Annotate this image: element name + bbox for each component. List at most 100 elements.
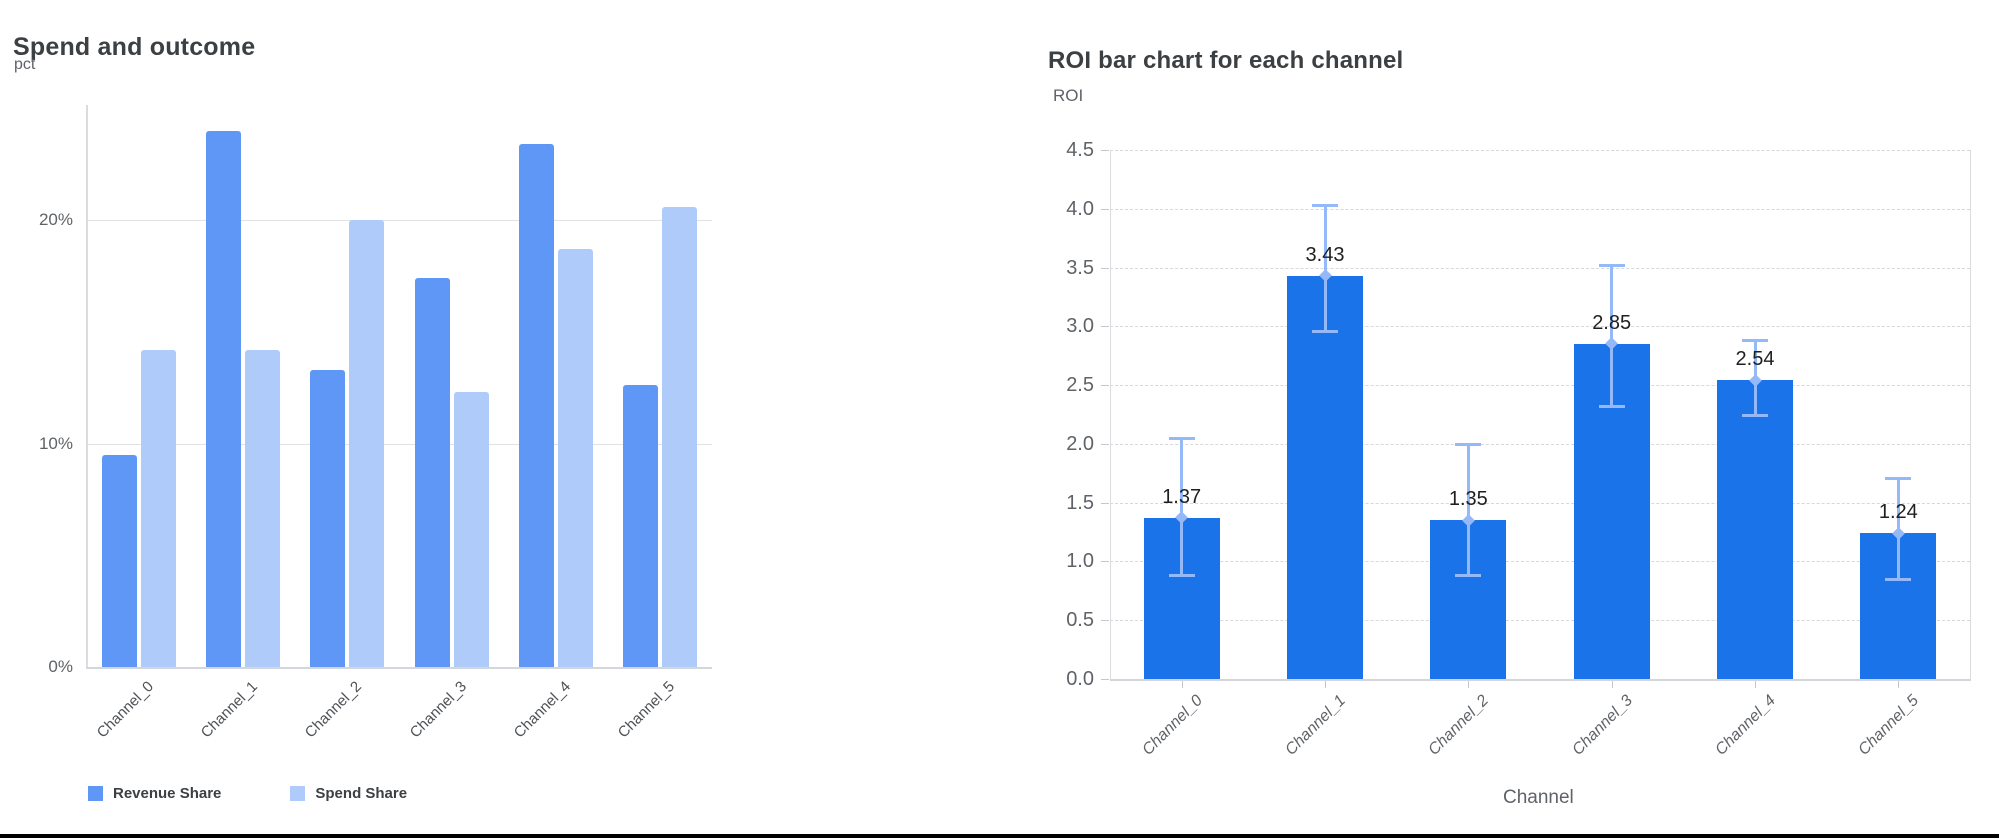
error-bar-cap-bottom-channel_2 [1455,573,1482,577]
y-axis-line [1110,150,1111,679]
y-axis-tick-label: 2.5 [1066,374,1094,397]
x-axis-label-channel_2: Channel_2 [1425,692,1493,759]
legend-item-spend-share[interactable]: Spend Share [290,785,407,802]
y-axis-tick-label: 0.5 [1066,609,1094,632]
revenue-share-bar-channel_1[interactable] [206,130,242,667]
error-bar-cap-bottom-channel_4 [1742,413,1768,417]
revenue-share-bar-channel_3[interactable] [414,278,450,667]
y-gridline [87,443,712,445]
revenue-share-bar-channel_5[interactable] [622,385,658,667]
y-axis-tick-label: 4.5 [1066,139,1094,161]
y-axis-tick-label: 0% [48,657,73,676]
error-bar-cap-top-channel_4 [1742,339,1768,343]
error-bar-cap-bottom-channel_0 [1168,573,1195,577]
x-axis-label-channel_4: Channel_4 [1712,692,1780,759]
error-bar-line-channel_2 [1466,443,1470,576]
spend-share-bar-channel_1[interactable] [245,349,281,667]
error-bar-cap-top-channel_0 [1168,437,1195,440]
x-axis-baseline [86,667,712,669]
revenue-share-bar-channel_0[interactable] [102,454,138,667]
spend-share-bar-channel_0[interactable] [141,349,177,667]
y-axis-tick-label: 1.5 [1066,491,1094,514]
revenue-share-legend-label: Revenue Share [113,785,222,802]
x-axis-tick-mark [1898,681,1900,688]
y-axis-line [86,105,88,667]
error-bar-cap-top-channel_3 [1598,264,1625,268]
spend-share-swatch [290,786,306,801]
spend-outcome-title: Spend and outcome [13,32,256,61]
y-gridline [1110,326,1970,328]
y-axis-tick-label: 1.0 [1066,550,1094,573]
x-axis-baseline [1110,679,1971,681]
spend-share-bar-channel_2[interactable] [349,220,385,667]
y-axis-tick-mark [1101,679,1109,680]
y-axis-tick-mark [1101,385,1109,387]
bar-value-label-channel_4: 2.54 [1735,348,1775,371]
legend-item-revenue-share[interactable]: Revenue Share [88,785,221,802]
spend-share-bar-channel_5[interactable] [661,206,697,667]
y-gridline [1110,267,1970,269]
y-axis-tick-label: 20% [38,210,73,229]
error-bar-cap-top-channel_1 [1312,204,1338,208]
spend-share-legend-label: Spend Share [315,785,408,802]
pct-axis-name: pct [14,56,36,73]
y-axis-tick-label: 2.0 [1066,432,1094,455]
bar-value-label-channel_3: 2.85 [1592,311,1632,334]
revenue-share-bar-channel_4[interactable] [518,144,554,667]
x-axis-label-channel_1: Channel_1 [1282,692,1350,759]
y-axis-tick-mark [1101,267,1109,269]
x-axis-tick-mark [1611,681,1613,688]
roi-chart-title: ROI bar chart for each channel [1048,46,1404,74]
error-bar-cap-bottom-channel_5 [1885,578,1912,582]
spend-share-bar-channel_4[interactable] [557,249,593,667]
y-axis-tick-mark [1101,620,1109,622]
x-axis-tick-mark [1755,681,1756,688]
error-bar-cap-bottom-channel_1 [1312,330,1338,334]
spend-outcome-legend: Revenue Share Spend Share [88,785,407,802]
bar-value-label-channel_1: 3.43 [1305,243,1345,266]
error-bar-line-channel_3 [1610,265,1614,408]
y-gridline [1110,502,1970,504]
error-bar-cap-top-channel_5 [1885,476,1912,480]
roi-bar-channel_1[interactable] [1287,275,1363,679]
bottom-rule [0,834,1999,838]
roi-bar-channel_4[interactable] [1717,380,1793,679]
x-axis-tick-mark [1325,681,1326,688]
x-axis-tick-mark [1181,681,1183,688]
y-gridline [1110,443,1970,445]
y-axis-tick-label: 3.0 [1066,315,1094,338]
error-bar-line-channel_1 [1323,205,1327,333]
error-bar-cap-top-channel_2 [1455,442,1482,446]
y-axis-tick-label: 4.0 [1066,197,1094,220]
x-axis-label-channel_3: Channel_3 [1568,692,1636,759]
spend-outcome-plot-area: 0% 10% 20% Channel_0 Channel_1 Channel_2 Chann… [0,0,800,838]
bar-value-label-channel_2: 1.35 [1448,488,1488,511]
x-axis-label-channel_5: Channel_5 [1855,692,1923,759]
y-axis-tick-mark [1101,561,1109,563]
spend-outcome-chart: Spend and outcome pct 0% 10% 20% Channel_0 C… [0,0,800,838]
revenue-share-bar-channel_2[interactable] [310,369,346,667]
y-axis-tick-mark [1101,208,1109,210]
spend-share-bar-channel_3[interactable] [453,392,489,667]
error-bar-cap-bottom-channel_3 [1598,405,1625,409]
roi-axis-name: ROI [1053,86,1084,105]
y-axis-tick-mark [1101,150,1109,151]
bar-value-label-channel_5: 1.24 [1878,501,1918,524]
y-gridline [87,220,712,221]
plot-right-border [1970,150,1971,679]
y-gridline [1110,150,1970,151]
channel-axis-name: Channel [1503,787,1574,808]
x-axis-tick-mark [1468,681,1470,688]
x-axis-label-channel_0: Channel_0 [1138,692,1206,759]
error-bar-line-channel_0 [1180,438,1184,576]
y-axis-tick-label: 10% [38,433,73,453]
y-gridline [1110,385,1970,387]
revenue-share-swatch [88,786,103,801]
y-axis-tick-mark [1101,502,1109,504]
roi-chart: ROI bar chart for each channel ROI 0.0 0.… [800,0,1999,838]
y-axis-tick-mark [1101,443,1109,445]
y-axis-tick-label: 3.5 [1066,256,1094,279]
y-gridline [1110,561,1970,563]
